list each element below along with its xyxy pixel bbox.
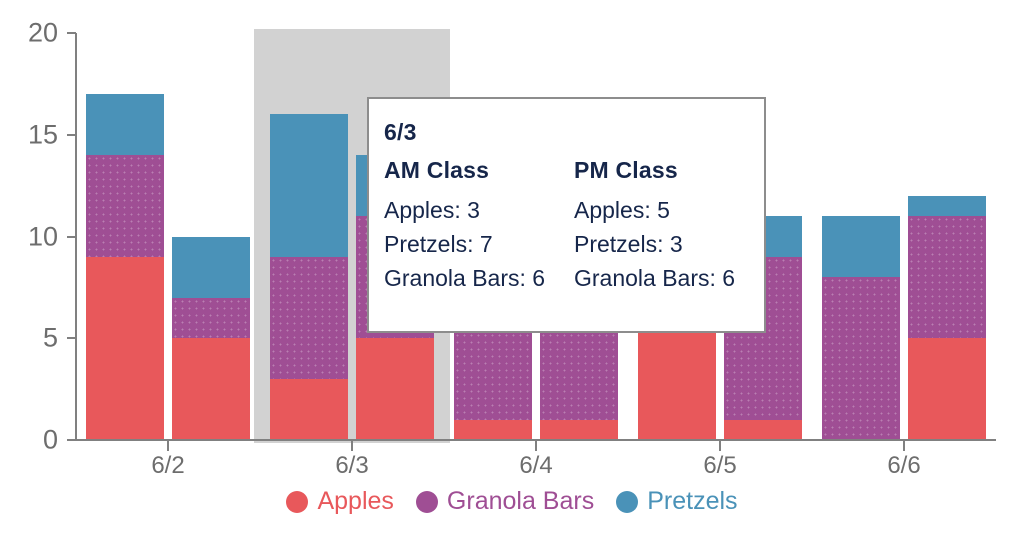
legend-swatch-icon	[415, 490, 438, 513]
bar-segment-apples	[908, 338, 986, 440]
x-tick-mark	[903, 441, 905, 451]
y-tick-mark	[67, 337, 76, 340]
x-axis-line	[75, 439, 996, 441]
legend-item-granola-bars[interactable]: Granola Bars	[415, 487, 595, 515]
y-tick-label: 10	[27, 221, 58, 251]
bar-segment-granola-bars	[908, 216, 986, 339]
tooltip-row-apples-pm: Apples: 5	[574, 197, 670, 223]
bar-segment-granola-bars	[540, 317, 618, 420]
bar-segment-granola-bars	[454, 317, 532, 420]
x-tick-mark	[719, 441, 721, 451]
bar-segment-pretzels	[270, 114, 348, 257]
x-tick-mark	[167, 441, 169, 451]
y-tick-mark	[67, 439, 76, 441]
legend-swatch-icon	[286, 490, 309, 513]
bar-segment-granola-bars	[86, 155, 164, 257]
legend-label: Granola Bars	[446, 487, 595, 515]
bar-segment-pretzels	[822, 216, 900, 278]
tooltip-heading-pm: PM Class	[574, 157, 678, 183]
y-tick-label: 15	[27, 119, 58, 150]
bar-segment-apples	[356, 338, 434, 440]
tooltip-column-am: AM Class Apples: 3 Pretzels: 7 Granola B…	[384, 157, 574, 295]
y-tick-label: 0	[42, 424, 58, 455]
bar-6-2-am[interactable]	[86, 94, 164, 440]
legend-label: Apples	[317, 487, 394, 515]
x-tick-label: 6/5	[703, 452, 737, 479]
bar-segment-apples	[724, 419, 802, 440]
x-tick-label: 6/2	[151, 452, 185, 479]
y-tick-mark	[67, 32, 76, 34]
tooltip-row-granola-am: Granola Bars: 6	[384, 265, 546, 292]
bar-segment-apples	[454, 419, 532, 440]
tooltip-row-granola-pm: Granola Bars: 6	[574, 265, 736, 292]
legend-item-pretzels[interactable]: Pretzels	[616, 487, 738, 515]
bar-segment-apples	[540, 419, 618, 440]
x-tick-label: 6/4	[519, 452, 553, 479]
bar-6-5-am[interactable]	[638, 317, 716, 440]
x-tick-mark	[351, 441, 353, 451]
legend-label: Pretzels	[647, 487, 738, 515]
bar-segment-pretzels	[172, 236, 250, 298]
bar-segment-pretzels	[908, 195, 986, 217]
bar-6-2-pm[interactable]	[172, 236, 250, 440]
legend-swatch-icon	[616, 490, 639, 513]
tooltip-date: 6/3	[384, 119, 417, 145]
x-tick-label: 6/3	[335, 452, 369, 479]
bar-6-6-am[interactable]	[822, 216, 900, 440]
y-tick-mark	[67, 235, 76, 238]
bar-6-6-pm[interactable]	[908, 195, 986, 440]
x-tick-mark	[535, 441, 537, 451]
y-tick-label: 5	[42, 322, 58, 353]
bar-segment-apples	[172, 338, 250, 440]
bar-6-4-pm[interactable]	[540, 317, 618, 440]
chart-legend: Apples Granola Bars Pretzels	[0, 489, 1024, 514]
tooltip-row-pretzels-pm: Pretzels: 3	[574, 231, 683, 258]
bar-segment-apples	[86, 256, 164, 440]
bar-segment-pretzels	[86, 94, 164, 156]
tooltip-row-pretzels-am: Pretzels: 7	[384, 231, 493, 258]
tooltip-column-pm: PM Class Apples: 5 Pretzels: 3 Granola B…	[574, 157, 764, 295]
bar-segment-apples	[270, 378, 348, 440]
bar-segment-granola-bars	[270, 256, 348, 379]
plot-area	[76, 33, 996, 440]
tooltip-row-apples-am: Apples: 3	[384, 197, 480, 223]
bar-segment-granola-bars	[172, 297, 250, 339]
y-tick-mark	[67, 133, 76, 136]
tooltip-heading-am: AM Class	[384, 157, 490, 183]
chart-tooltip: 6/3 AM Class Apples: 3 Pretzels: 7 Grano…	[367, 97, 766, 333]
legend-item-apples[interactable]: Apples	[286, 487, 394, 515]
bar-segment-granola-bars	[822, 277, 900, 440]
bar-6-3-am[interactable]	[270, 114, 348, 440]
tooltip-columns: AM Class Apples: 3 Pretzels: 7 Granola B…	[384, 157, 764, 295]
bar-segment-apples	[638, 317, 716, 440]
x-tick-label: 6/6	[887, 452, 921, 479]
bar-6-4-am[interactable]	[454, 317, 532, 440]
y-axis-line	[75, 33, 77, 441]
y-tick-label: 20	[27, 17, 58, 48]
